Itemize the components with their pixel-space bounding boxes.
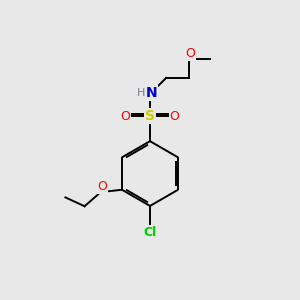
Text: O: O [185,47,195,60]
Text: N: N [146,85,157,100]
Text: S: S [145,109,155,123]
Text: H: H [136,88,145,98]
Text: Cl: Cl [143,226,157,239]
Text: O: O [169,110,179,123]
Text: O: O [121,110,130,123]
Text: O: O [97,180,107,193]
